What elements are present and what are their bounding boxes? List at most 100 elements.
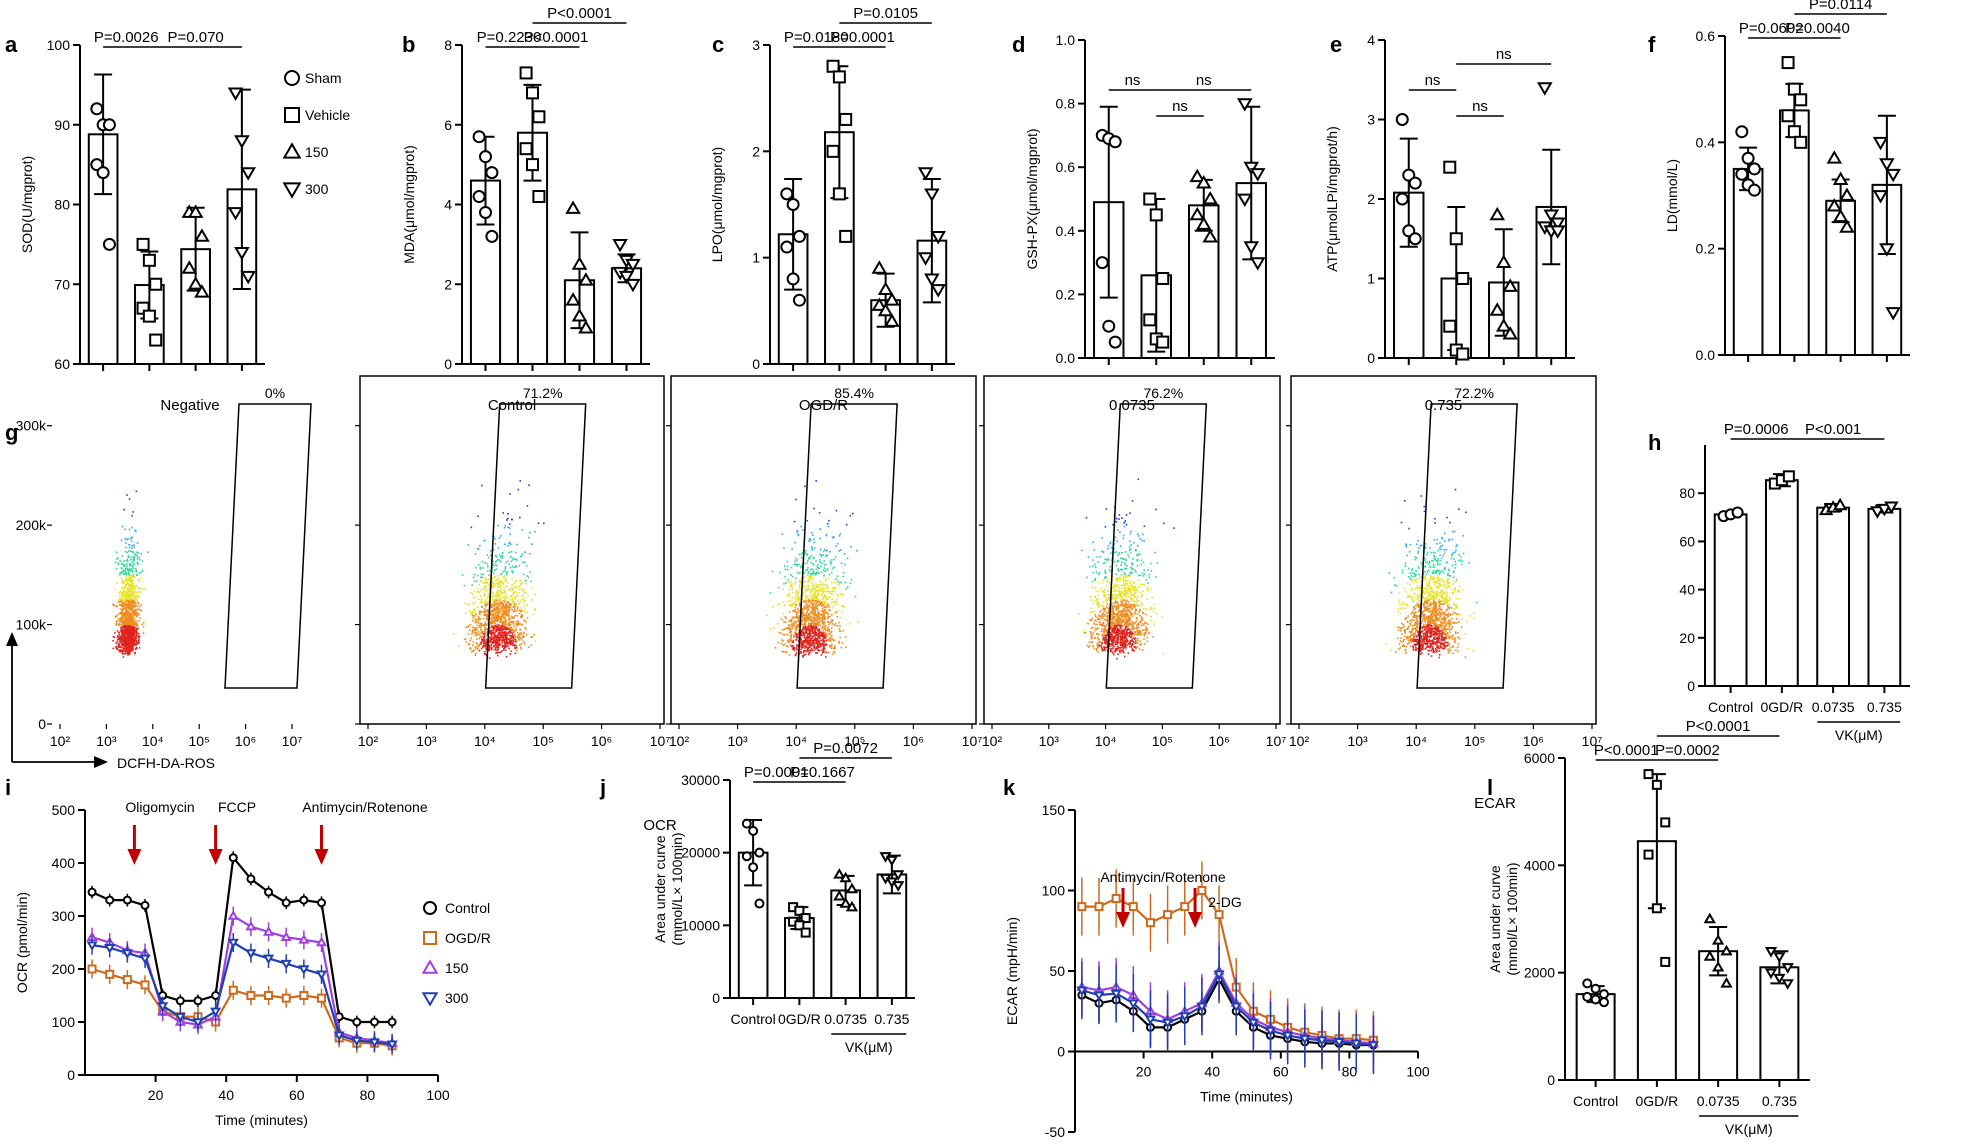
flow-gate-3 — [1105, 403, 1208, 689]
flow-x-tick-label-1-5: 10⁷ — [650, 733, 671, 749]
x-tick-label-i-4: 100 — [426, 1087, 450, 1103]
series-k-0 — [1077, 959, 1378, 1065]
data-point-a-3-4 — [234, 246, 250, 261]
data-point-a-1-4 — [142, 309, 156, 323]
annotation-i-1: FCCP — [218, 799, 256, 815]
x-tick-label-l-3: 0.735 — [1762, 1093, 1797, 1109]
y-tick-label-l-1: 2000 — [1524, 965, 1555, 981]
y-tick-label-i-3: 300 — [52, 908, 76, 924]
data-point-j-2-5 — [845, 900, 859, 912]
series-point-i-0-2 — [122, 895, 132, 905]
series-point-i-0-9 — [246, 874, 256, 884]
y-tick-label-i-4: 400 — [52, 855, 76, 871]
series-point-k-3-1 — [1093, 991, 1105, 1001]
x-axis-label-i: Time (minutes) — [215, 1112, 308, 1128]
data-point-l-3-0 — [1764, 947, 1778, 958]
flow-x-tick-label-3-3: 10⁵ — [1152, 733, 1173, 749]
data-point-b-1-2 — [532, 110, 546, 124]
data-point-a-2-3 — [181, 260, 198, 274]
flow-x-tick-label-0-0: 10² — [50, 733, 71, 749]
panel-j: j 0 10000 20000 30000 Area under curve (mmol/L… — [599, 740, 915, 1055]
y-tick-label-f-0: 0.0 — [1696, 347, 1716, 363]
flow-x-tick-label-1-4: 10⁶ — [591, 733, 612, 749]
panel-label-h: h — [1648, 430, 1661, 455]
data-point-a-0-2 — [102, 118, 116, 132]
data-point-d-1-5 — [1156, 335, 1170, 349]
series-point-k-1-6 — [1180, 902, 1190, 912]
flow-x-tick-label-4-0: 10² — [1289, 733, 1310, 749]
data-point-e-0-0 — [1395, 113, 1409, 126]
series-point-k-3-15 — [1333, 1038, 1345, 1048]
data-point-b-0-3 — [472, 190, 486, 204]
data-point-c-3-4 — [924, 273, 940, 287]
bar-f-0 — [1732, 167, 1764, 356]
panel-label-g: g — [5, 420, 18, 445]
x-tick-label-h-2: 0.0735 — [1812, 699, 1855, 715]
legend-marker-a-1 — [284, 107, 300, 123]
y-axis-label-j-0: Area under curve — [652, 835, 668, 943]
data-point-b-2-5 — [578, 320, 594, 334]
series-point-i-0-3 — [140, 900, 150, 910]
y-tick-label-i-5: 500 — [52, 802, 76, 818]
y-tick-label-d-1: 0.2 — [1056, 286, 1076, 302]
annotation-i-2: Antimycin/Rotenone — [302, 799, 428, 815]
flow-x-arrowhead — [94, 756, 108, 768]
series-point-i-0-12 — [299, 895, 309, 905]
data-point-c-1-4 — [832, 187, 846, 201]
group-label-h: VK(μM) — [1835, 727, 1883, 743]
panel-h: h 0 20 40 60 80 Control 0GD/R 0.0735 0.735 VK(μM) P… — [1648, 421, 1910, 743]
data-point-j-2-0 — [833, 868, 846, 879]
data-point-h-3-1 — [1877, 503, 1892, 517]
data-point-c-0-1 — [786, 198, 800, 211]
comparison-label-d-2: ns — [1196, 72, 1212, 89]
data-point-b-1-4 — [526, 158, 539, 172]
flow-scatter-4 — [1385, 488, 1478, 659]
y-tick-label-h-1: 20 — [1679, 630, 1695, 646]
data-point-l-3-1 — [1773, 952, 1786, 963]
series-line-i-2 — [91, 914, 393, 1045]
comparison-label-f-2: P=0.0114 — [1809, 0, 1873, 13]
data-point-f-3-2 — [1885, 168, 1901, 183]
flow-x-tick-label-2-1: 10³ — [727, 733, 748, 749]
panel-label-f: f — [1648, 32, 1656, 57]
data-point-a-0-0 — [90, 102, 104, 116]
y-tick-label-d-4: 0.8 — [1056, 96, 1076, 112]
data-point-f-3-0 — [1872, 136, 1889, 151]
arrowhead-i-0 — [127, 849, 142, 865]
comparison-label-d-1: ns — [1172, 98, 1188, 115]
data-point-e-1-3 — [1443, 319, 1457, 333]
y-tick-label-a-0: 60 — [54, 356, 70, 372]
bar-l-3 — [1759, 966, 1800, 1081]
data-point-e-2-1 — [1495, 254, 1512, 268]
comparison-label-j-2: P=0.0072 — [813, 740, 878, 757]
data-point-a-1-2 — [149, 277, 163, 291]
y-tick-label-j-2: 20000 — [681, 845, 720, 861]
data-point-b-0-2 — [485, 166, 499, 180]
comparison-label-h-1: P<0.001 — [1805, 421, 1861, 438]
flow-x-tick-label-4-4: 10⁶ — [1523, 733, 1544, 749]
series-i-3 — [86, 932, 398, 1054]
data-point-e-2-2 — [1502, 278, 1519, 292]
data-point-b-3-4 — [618, 270, 635, 285]
bar-j-3 — [876, 873, 908, 1000]
series-point-k-3-11 — [1264, 1026, 1277, 1037]
y-tick-label-c-2: 2 — [752, 143, 760, 159]
flow-scatter-2 — [766, 479, 859, 658]
panel-title-l: ECAR — [1474, 795, 1516, 812]
flow-frame-3 — [983, 375, 1281, 725]
data-point-f-0-0 — [1735, 125, 1749, 139]
data-point-d-1-2 — [1156, 272, 1170, 285]
series-point-i-0-10 — [264, 887, 274, 897]
series-point-i-3-0 — [86, 941, 98, 951]
comparison-label-j-0: P=0.0001 — [744, 764, 809, 781]
comparison-label-e-2: ns — [1496, 46, 1512, 63]
data-point-j-3-5 — [892, 881, 905, 892]
flow-x-tick-label-2-2: 10⁴ — [785, 733, 807, 749]
bar-a-1 — [134, 284, 165, 365]
data-point-a-3-2 — [240, 167, 256, 181]
series-i-1 — [87, 959, 397, 1056]
series-point-i-3-8 — [227, 938, 239, 949]
flow-x-tick-label-0-4: 10⁶ — [235, 733, 256, 749]
y-tick-label-l-2: 4000 — [1524, 857, 1555, 873]
